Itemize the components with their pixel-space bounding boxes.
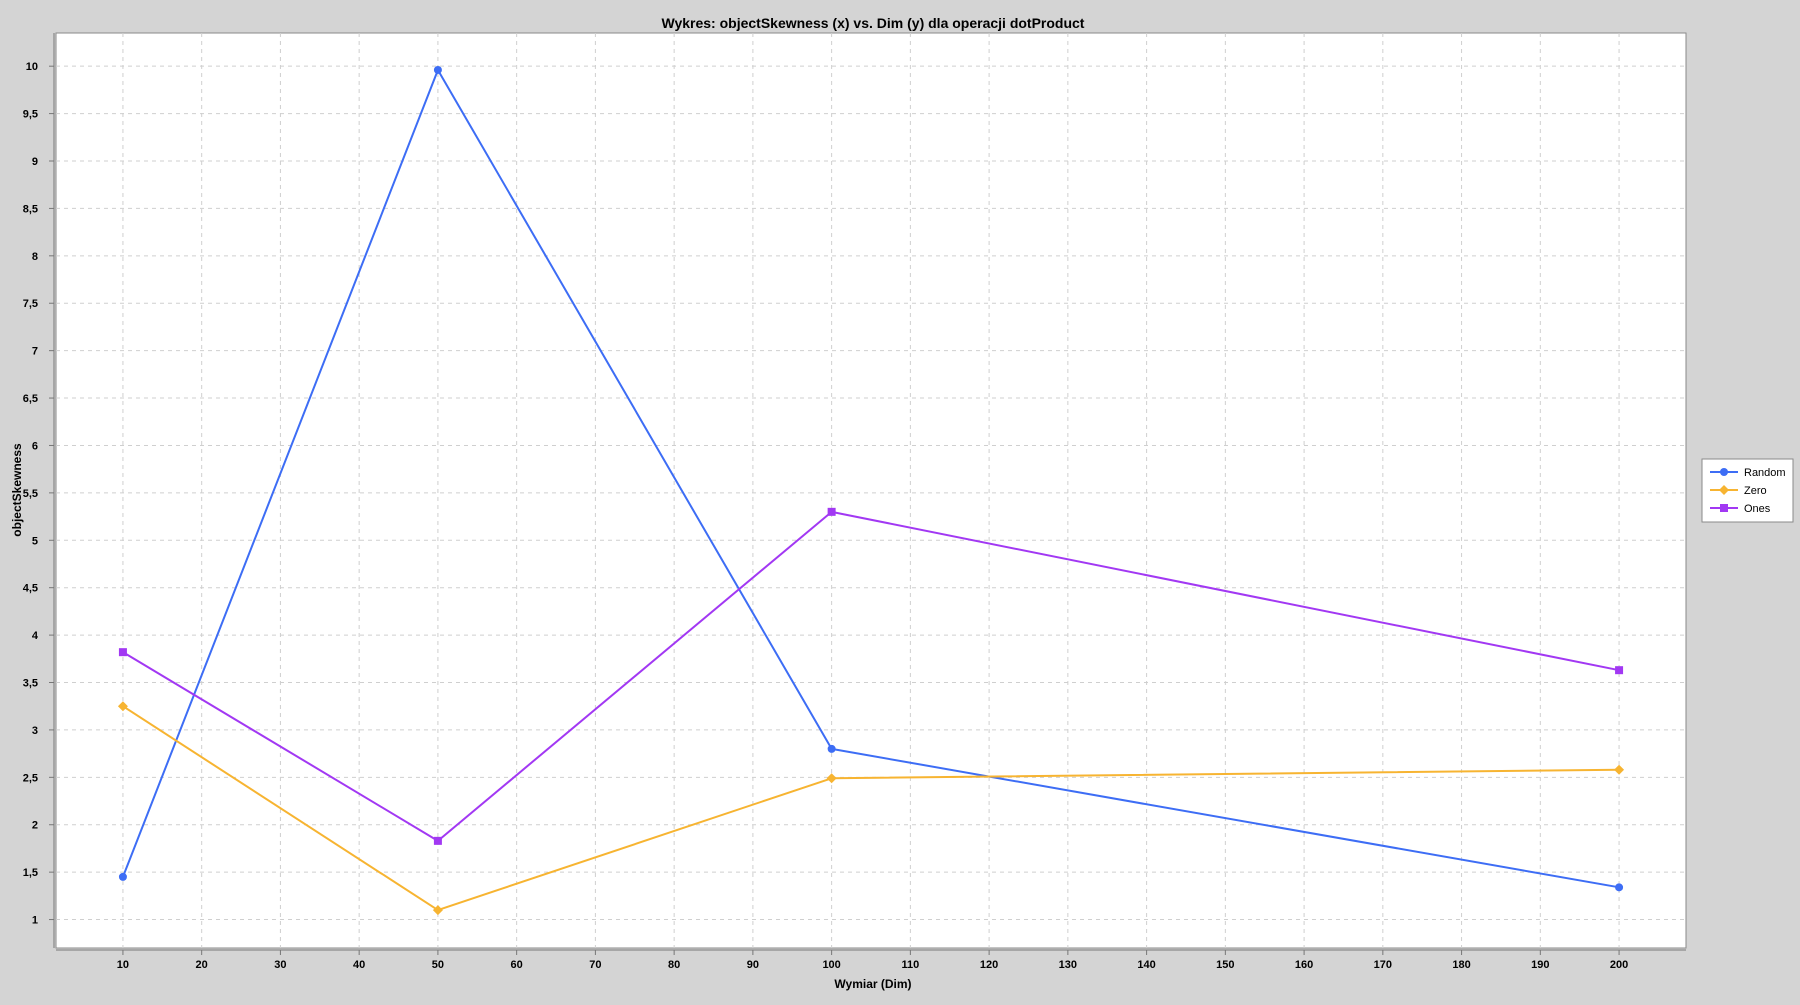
chart-title: Wykres: objectSkewness (x) vs. Dim (y) d… — [662, 15, 1085, 31]
x-tick-label: 40 — [353, 959, 365, 971]
series-layer — [117, 65, 1625, 916]
x-tick-label: 170 — [1374, 959, 1392, 971]
legend-marker-zero — [1719, 485, 1729, 495]
y-tick-label: 9 — [32, 156, 38, 168]
series-line-random — [122, 68, 1620, 889]
y-tick-label: 7 — [32, 346, 38, 358]
x-tick-label: 20 — [196, 959, 208, 971]
data-point-random — [1615, 883, 1624, 892]
data-point-ones — [1615, 666, 1624, 675]
x-tick-label: 200 — [1610, 959, 1628, 971]
x-tick-label: 10 — [117, 959, 129, 971]
x-tick-label: 160 — [1295, 959, 1313, 971]
data-point-zero — [826, 773, 837, 784]
x-tick-label: 110 — [901, 959, 919, 971]
legend-item-zero: Zero — [1710, 485, 1767, 497]
legend-item-ones: Ones — [1710, 503, 1771, 515]
series-ones — [118, 507, 1624, 845]
legend-items: Random Zero Ones — [1710, 467, 1786, 515]
y-tick-label: 1 — [32, 915, 38, 927]
x-tick-label: 140 — [1137, 959, 1155, 971]
y-tick-label: 8,5 — [23, 203, 38, 215]
y-tick-label: 6,5 — [23, 393, 38, 405]
y-tick-label: 4,5 — [23, 583, 38, 595]
x-tick-label: 190 — [1531, 959, 1549, 971]
y-tick-label: 2,5 — [23, 772, 38, 784]
x-tick-label: 150 — [1216, 959, 1234, 971]
x-tick-label: 180 — [1452, 959, 1470, 971]
x-tick-label: 30 — [274, 959, 286, 971]
legend-item-random: Random — [1710, 467, 1786, 479]
legend: Random Zero Ones — [1701, 458, 1794, 523]
x-tick-label: 70 — [589, 959, 601, 971]
x-axis-ticks: 10 20 30 40 50 60 70 80 90 100 110 120 130 140 150 160 1… — [117, 950, 1628, 971]
y-tick-label: 2 — [32, 820, 38, 832]
x-tick-label: 120 — [980, 959, 998, 971]
data-point-zero — [1614, 764, 1625, 775]
series-line-ones — [122, 510, 1620, 842]
y-tick-label: 3,5 — [23, 678, 38, 690]
data-point-random — [827, 744, 836, 753]
data-point-zero — [432, 905, 443, 916]
x-tick-label: 90 — [747, 959, 759, 971]
legend-marker-random — [1720, 468, 1728, 476]
data-point-ones — [827, 507, 836, 516]
y-tick-label: 9,5 — [23, 109, 38, 121]
series-random — [118, 65, 1624, 892]
y-tick-label: 1,5 — [23, 867, 38, 879]
data-point-random — [433, 65, 442, 74]
x-gridlines — [122, 33, 1620, 948]
y-tick-label: 5 — [32, 535, 38, 547]
y-tick-label: 10 — [26, 61, 38, 73]
x-tick-label: 80 — [668, 959, 680, 971]
data-point-random — [118, 872, 127, 881]
x-tick-label: 130 — [1059, 959, 1077, 971]
data-point-ones — [118, 648, 127, 657]
x-tick-label: 50 — [432, 959, 444, 971]
y-axis-label: objectSkewness — [10, 443, 24, 537]
legend-marker-ones — [1720, 504, 1728, 512]
y-tick-label: 5,5 — [23, 488, 38, 500]
data-point-zero — [117, 701, 128, 712]
x-tick-label: 100 — [822, 959, 840, 971]
y-axis-ticks: 1 1,5 2 2,5 3 3,5 4 4,5 5 5,5 6 6,5 7 7,5 8 8,5 9 9,5 10 — [23, 61, 54, 927]
legend-label-ones: Ones — [1744, 503, 1771, 515]
legend-label-random: Random — [1744, 467, 1786, 479]
x-axis-label: Wymiar (Dim) — [834, 977, 911, 991]
series-line-zero — [122, 705, 1620, 912]
x-tick-label: 60 — [511, 959, 523, 971]
plot-area — [55, 32, 1687, 949]
y-tick-label: 3 — [32, 725, 38, 737]
y-tick-label: 8 — [32, 251, 38, 263]
y-tick-label: 7,5 — [23, 298, 38, 310]
data-point-ones — [433, 836, 442, 845]
y-tick-label: 4 — [32, 630, 39, 642]
legend-label-zero: Zero — [1744, 485, 1767, 497]
y-tick-label: 6 — [32, 440, 38, 452]
series-zero — [117, 701, 1625, 916]
